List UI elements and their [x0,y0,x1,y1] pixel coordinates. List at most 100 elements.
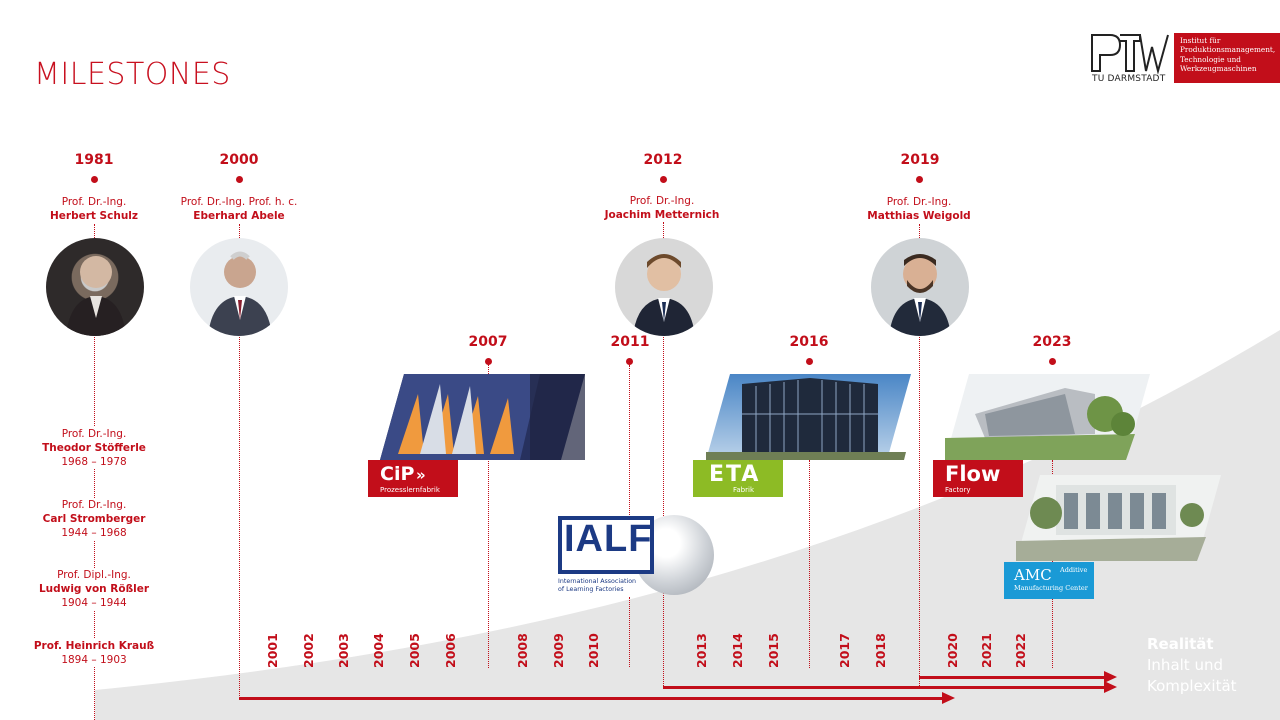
history-person: Prof. Dr.-Ing. Theodor Stöfferle 1968 – … [4,427,184,469]
facility-year-2011: 2011 [610,334,650,350]
timeline-year: 2002 [301,633,316,668]
milestone-dot [91,176,98,183]
facility-line-2016 [809,460,810,668]
person-title: Prof. Dr.-Ing. [629,195,695,207]
eta-logo-badge: ETA Fabrik [693,460,783,497]
milestone-dot [916,176,923,183]
arrow-2012 [663,686,1104,689]
logo-institute-line: Institut für [1180,36,1221,45]
person-years: 1894 – 1903 [61,654,127,666]
amc-subtitle-line: Additive [1060,566,1088,574]
facility-dot [806,358,813,365]
timeline-year: 2013 [694,633,709,668]
timeline-year: 2004 [371,633,386,668]
arrowhead-icon [1104,681,1117,693]
ialf-subtitle-line: of Learning Factories [558,585,624,593]
logo-institute-box: Institut für Produktionsmanagement, Tech… [1174,33,1280,83]
timeline-year: 2017 [837,633,852,668]
logo-institute-line: Produktionsmanagement, [1180,45,1276,55]
cip-logo-badge: CiP » Prozesslernfabrik [368,460,458,497]
person-name: Prof. Heinrich Krauß [33,640,155,652]
person-years: 1944 – 1968 [61,527,127,539]
timeline-year: 2010 [586,633,601,668]
page-title: MILESTONES [34,57,231,92]
reality-line: Inhalt und [1147,656,1223,674]
cip-logo-text: CiP [380,463,415,485]
person-title: Prof. Dr.-Ing. Prof. h. c. [180,196,298,208]
timeline-year: 2001 [265,633,280,668]
amc-subtitle-line: Manufacturing Center [1014,584,1088,592]
timeline-year: 2014 [730,633,745,668]
arrowhead-icon [942,692,955,704]
person-title: Prof. Dr.-Ing. [61,196,127,208]
portrait-eberhard-abele [190,238,288,336]
facility-dot [485,358,492,365]
person-name: Herbert Schulz [49,210,139,222]
amc-logo-badge: AMC Additive Manufacturing Center [1004,562,1094,599]
person-years: 1968 – 1978 [61,456,127,468]
milestone-year-1981: 1981 [74,152,114,168]
person-name: Carl Stromberger [42,513,146,525]
reality-title: Realität [1147,635,1214,653]
person-name: Joachim Metternich [604,209,720,221]
logo-institute-line: Werkzeugmaschinen [1180,64,1257,74]
flow-logo-badge: Flow Factory [933,460,1023,497]
timeline-year: 2005 [407,633,422,668]
amc-logo-text: AMC [1014,566,1052,584]
timeline-year: 2018 [873,633,888,668]
timeline-line-2012 [663,222,664,688]
chevron-icon: » [416,466,426,484]
eta-logo-text: ETA [709,462,761,487]
facility-year-2016: 2016 [789,334,829,350]
arrow-2000 [239,697,943,700]
milestone-person-1981: Prof. Dr.-Ing. Herbert Schulz [4,195,184,223]
facility-dot [1049,358,1056,365]
timeline-year: 2021 [979,633,994,668]
logo-institute-line: Technologie und [1180,54,1241,64]
person-name: Ludwig von Rößler [38,583,150,595]
person-title: Prof. Dr.-Ing. [61,499,127,511]
flow-subtitle: Factory [945,486,971,494]
timeline-line-2019 [919,224,920,686]
reality-line: Komplexität [1147,677,1237,695]
reality-label: Realität Inhalt und Komplexität [1147,634,1237,697]
amc-building-image [1016,475,1221,561]
facility-line-2011-lower [629,597,630,667]
timeline-line-2000 [239,224,240,698]
timeline-year: 2009 [551,633,566,668]
portrait-herbert-schulz [46,238,144,336]
milestone-dot [660,176,667,183]
milestone-year-2019: 2019 [900,152,940,168]
arrowhead-icon [1104,671,1117,683]
ptw-logo [1091,34,1169,75]
timeline-year: 2006 [443,633,458,668]
person-years: 1904 – 1944 [61,597,127,609]
facility-year-2023: 2023 [1032,334,1072,350]
timeline-line-1981 [94,224,95,720]
arrow-2019 [919,676,1104,679]
portrait-matthias-weigold [871,238,969,336]
eta-building-image [706,374,911,460]
person-title: Prof. Dr.-Ing. [886,196,952,208]
flow-logo-text: Flow [945,462,1001,486]
flow-factory-image [945,374,1150,460]
milestone-dot [236,176,243,183]
cip-subtitle: Prozesslernfabrik [380,486,440,494]
milestone-person-2019: Prof. Dr.-Ing. Matthias Weigold [829,195,1009,223]
ialf-subtitle-line: International Association [558,578,637,585]
logo-university: TU DARMSTADT [1092,74,1166,84]
facility-dot [626,358,633,365]
person-title: Prof. Dipl.-Ing. [57,569,131,581]
person-name: Matthias Weigold [867,210,971,222]
history-person: Prof. Heinrich Krauß 1894 – 1903 [4,639,184,667]
history-person: Prof. Dr.-Ing. Carl Stromberger 1944 – 1… [4,498,184,540]
milestone-year-2000: 2000 [219,152,259,168]
timeline-year: 2022 [1013,633,1028,668]
history-person: Prof. Dipl.-Ing. Ludwig von Rößler 1904 … [4,568,184,610]
timeline-year: 2003 [336,633,351,668]
person-title: Prof. Dr.-Ing. [61,428,127,440]
milestone-person-2000: Prof. Dr.-Ing. Prof. h. c. Eberhard Abel… [149,195,329,223]
timeline-year: 2020 [945,633,960,668]
person-name: Eberhard Abele [193,210,285,222]
